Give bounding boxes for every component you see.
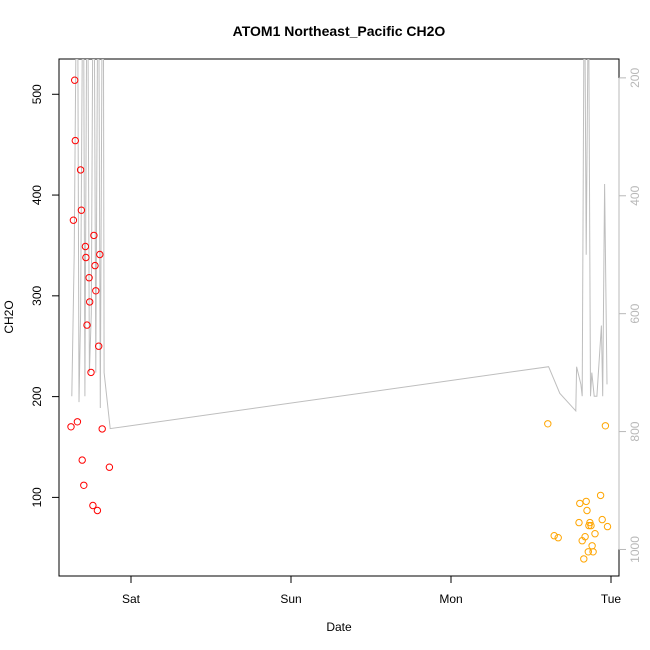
data-point-series-2 [575,518,583,527]
data-point-series-1 [67,423,75,431]
plot-frame [58,58,620,577]
y-tick-label: 500 [30,84,44,104]
data-point-series-1 [71,76,79,84]
data-point-series-2 [591,530,599,538]
data-point-series-1 [89,501,97,510]
y-tick-label: 400 [30,185,44,205]
data-point-series-1 [85,274,93,282]
data-point-series-2 [554,534,562,542]
data-point-series-1 [93,506,102,515]
axes-layer: Sat Sun Mon Tue 100 200 300 400 500 200 400 600 800 1… [30,68,642,606]
data-point-series-1 [95,342,103,350]
right-tick-label: 400 [628,185,642,205]
right-tick-label: 200 [628,68,642,88]
data-point-series-2 [601,422,610,430]
x-axis-label: Date [326,620,352,634]
data-point-series-1 [92,287,100,295]
data-point-series-1 [90,231,98,240]
data-point-series-1 [69,216,78,224]
right-tick-label: 1000 [628,536,642,563]
data-point-series-2 [584,548,592,556]
data-point-series-2 [582,497,590,506]
data-point-series-2 [589,548,597,556]
data-point-series-1 [98,425,106,433]
data-point-series-2 [598,515,606,524]
pressure-line [71,59,608,430]
x-tick-label: Sun [280,592,301,606]
data-point-series-1 [71,136,80,145]
points-layer [67,76,612,563]
data-point-series-1 [73,418,82,426]
data-point-series-1 [83,321,91,329]
right-tick-label: 800 [628,421,642,441]
data-point-series-2 [581,533,589,541]
data-point-series-2 [550,532,558,540]
data-point-series-2 [587,521,595,530]
data-point-series-1 [91,261,99,270]
data-point-series-1 [105,463,114,471]
x-tick-label: Tue [601,592,622,606]
data-point-series-1 [86,298,94,306]
data-point-series-1 [80,481,88,489]
data-point-series-1 [78,456,86,464]
data-point-series-2 [588,542,596,550]
x-tick-label: Sat [122,592,141,606]
data-point-series-1 [96,250,104,259]
data-point-series-2 [583,506,591,515]
data-point-series-1 [77,206,86,214]
data-point-series-2 [585,521,593,530]
y-tick-label: 200 [30,386,44,406]
data-point-series-2 [596,491,605,500]
y-axis-label: CH2O [2,300,16,333]
data-point-series-2 [603,522,612,531]
line-series-layer [71,59,608,430]
data-point-series-1 [76,166,85,174]
data-point-series-1 [81,242,90,251]
data-point-series-1 [87,368,95,377]
data-point-series-2 [576,499,584,508]
chart-title: ATOM1 Northeast_Pacific CH2O [233,23,446,39]
y-tick-label: 300 [30,286,44,306]
data-point-series-2 [544,420,552,428]
x-tick-label: Mon [439,592,462,606]
data-point-series-2 [580,555,588,563]
right-tick-label: 600 [628,303,642,323]
y-tick-label: 100 [30,487,44,507]
data-point-series-1 [82,253,90,262]
